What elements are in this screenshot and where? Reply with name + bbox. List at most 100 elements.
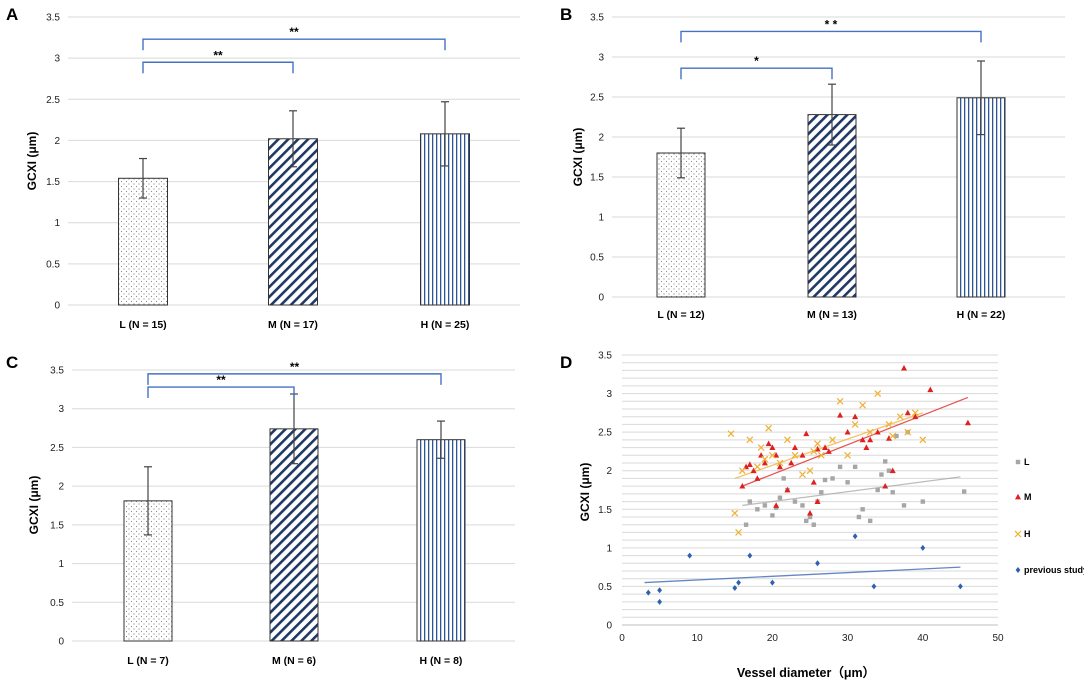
- significance-label: **: [290, 360, 300, 374]
- point-H: [746, 436, 754, 444]
- legend-label: M: [1024, 492, 1032, 502]
- point-M: [788, 459, 795, 466]
- x-tick-label: 10: [692, 633, 704, 644]
- y-tick-label: 0: [54, 301, 60, 312]
- point-H-stroke: [727, 430, 735, 438]
- point-L: [807, 514, 813, 520]
- point-L: [743, 522, 749, 527]
- point-M: [776, 463, 783, 470]
- point-H: [731, 509, 739, 517]
- y-tick-label: 1: [54, 218, 60, 229]
- point-M: [814, 445, 821, 452]
- panel-letter: C: [6, 353, 18, 372]
- point-previous-study: [770, 579, 775, 586]
- point-H: [765, 424, 773, 432]
- point-M: [859, 436, 866, 443]
- legend-marker-previous-study: [1015, 567, 1021, 573]
- point-previous-study: [736, 579, 741, 586]
- point-M: [852, 413, 859, 420]
- significance-bracket: [680, 67, 833, 80]
- y-tick-label: 2.5: [46, 95, 60, 106]
- point-M: [874, 428, 881, 435]
- y-tick-label: 3: [54, 54, 60, 65]
- point-M: [885, 435, 892, 441]
- point-M: [867, 436, 874, 443]
- y-axis-label: GCXI (μm): [571, 128, 585, 187]
- point-L: [883, 459, 888, 464]
- point-previous-study: [920, 544, 926, 551]
- significance-label: *: [754, 54, 759, 68]
- bar: [118, 177, 168, 306]
- y-tick-label: 2: [598, 133, 604, 144]
- point-L: [819, 490, 824, 495]
- point-L: [762, 503, 768, 508]
- point-H-stroke: [761, 455, 769, 463]
- y-tick-label: 2.5: [50, 443, 64, 454]
- trendline-M: [742, 396, 969, 487]
- significance-label: * *: [825, 17, 838, 31]
- point-M: [837, 411, 844, 418]
- point-M: [750, 467, 757, 474]
- point-H: [829, 436, 836, 444]
- point-H-stroke: [844, 451, 852, 459]
- trendline-H: [734, 412, 924, 480]
- category-label: H (N = 8): [420, 655, 463, 667]
- point-M: [739, 482, 746, 489]
- y-tick-label: 0: [606, 621, 612, 632]
- point-M: [773, 502, 780, 508]
- point-previous-study: [852, 533, 858, 540]
- point-H-stroke: [768, 451, 776, 459]
- point-L: [845, 480, 850, 485]
- point-M: [844, 428, 851, 435]
- significance-bracket: [147, 386, 295, 399]
- point-M: [964, 419, 971, 426]
- point-H: [817, 451, 825, 459]
- point-L: [822, 477, 828, 483]
- point-H-stroke: [885, 421, 893, 428]
- point-previous-study: [871, 583, 877, 590]
- panel-d-scatter-chart: D 0 0.5 1 1.5 2 2.5 3 3.5 0 10 20 30 40 50 GCXI (μm) Ves…: [560, 351, 1084, 681]
- x-tick-label: 40: [917, 633, 929, 644]
- significance-bracket: [142, 38, 446, 51]
- panel-b-bar-chart: B 0 0.5 1 1.5 2 2.5 3 3.5 GCXI (μm) L (N = 12) M (N…: [560, 5, 1065, 321]
- point-M: [803, 430, 810, 437]
- point-L: [879, 472, 884, 477]
- point-L: [800, 503, 805, 508]
- point-H-stroke: [904, 428, 912, 436]
- significance-bracket: [142, 61, 294, 74]
- point-previous-study: [687, 552, 693, 559]
- point-M: [901, 364, 907, 371]
- significance-bracket: [147, 373, 442, 385]
- category-label: L (N = 7): [127, 655, 169, 667]
- point-H: [799, 471, 806, 478]
- point-H-stroke: [791, 451, 799, 459]
- point-previous-study: [958, 583, 963, 590]
- point-H-stroke: [784, 436, 791, 444]
- point-H-stroke: [735, 529, 742, 536]
- y-axis-label: GCXI (μm): [25, 132, 39, 191]
- point-previous-study: [815, 560, 820, 567]
- point-L: [860, 507, 865, 512]
- point-H: [810, 448, 818, 455]
- point-M: [889, 467, 896, 474]
- point-M: [765, 440, 772, 447]
- legend-marker-L: [1015, 459, 1021, 465]
- panel-letter: A: [6, 5, 18, 24]
- point-H: [866, 428, 874, 436]
- y-tick-label: 0.5: [590, 253, 604, 264]
- y-tick-label: 2: [606, 466, 612, 477]
- point-M: [810, 479, 817, 485]
- point-H-stroke: [731, 509, 739, 517]
- point-H: [753, 463, 761, 471]
- point-H-stroke: [753, 463, 761, 471]
- y-tick-label: 3: [598, 53, 604, 64]
- point-H: [757, 444, 765, 451]
- point-H: [896, 413, 904, 421]
- bar: [416, 439, 466, 642]
- point-M: [822, 444, 829, 450]
- point-H-stroke: [810, 448, 818, 455]
- point-H-stroke: [919, 436, 927, 444]
- point-M: [904, 409, 911, 416]
- point-H: [727, 430, 735, 438]
